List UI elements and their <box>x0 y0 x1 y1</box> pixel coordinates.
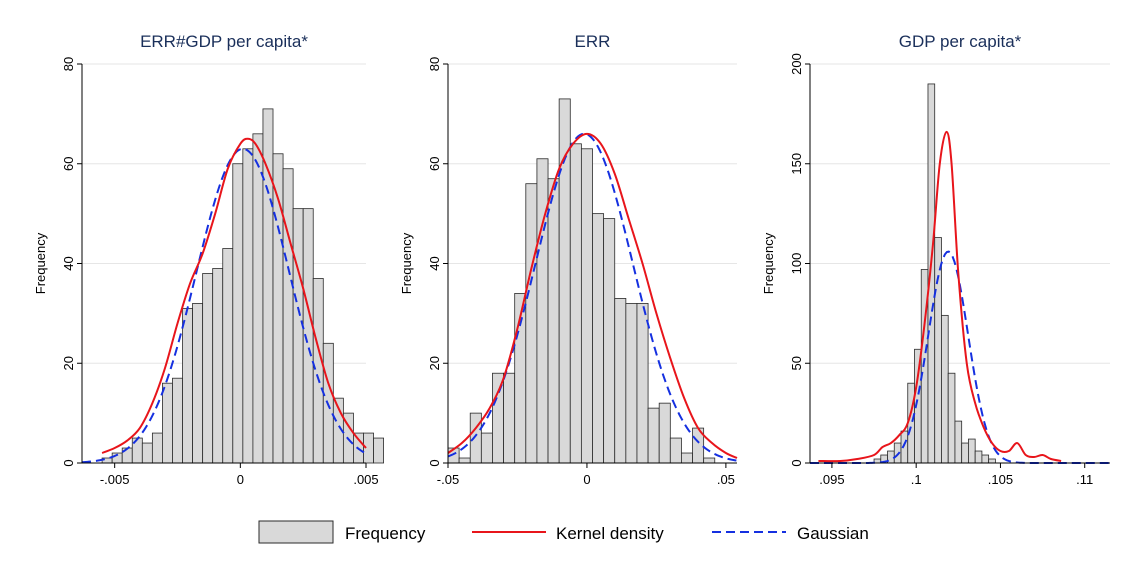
x-tick-label: .095 <box>819 472 844 487</box>
histogram-bar <box>580 148 593 464</box>
histogram-bar <box>647 407 660 464</box>
histogram-bar <box>873 458 882 464</box>
y-tick-label: 100 <box>789 253 804 275</box>
histogram-bar <box>222 248 234 464</box>
x-tick-label: -.05 <box>437 472 459 487</box>
legend-gaussian-label: Gaussian <box>797 524 869 543</box>
y-tick-label: 40 <box>61 256 76 270</box>
y-tick-label: 150 <box>789 153 804 175</box>
y-axis-label: Frequency <box>761 232 776 294</box>
x-tick-label: -.005 <box>100 472 130 487</box>
histogram-bar <box>614 298 627 464</box>
histogram-bar <box>603 218 616 464</box>
y-tick-label: 80 <box>61 57 76 71</box>
histogram-bar <box>974 450 983 464</box>
y-tick-label: 50 <box>789 356 804 370</box>
legend: Frequency Kernel density Gaussian <box>258 520 869 544</box>
y-tick-label: 0 <box>427 459 442 466</box>
x-tick-label: 0 <box>583 472 590 487</box>
kernel-density-curve <box>818 130 1062 463</box>
y-tick-label: 40 <box>427 256 442 270</box>
histogram-bar <box>558 98 571 464</box>
y-tick-label: 20 <box>427 356 442 370</box>
histogram-bar <box>961 442 969 464</box>
kernel-density-curve <box>101 137 367 454</box>
histogram-bar <box>232 163 244 464</box>
histogram-bar <box>312 278 324 464</box>
histogram-bar <box>592 213 605 464</box>
panel-1: 0 20 40 60 80 -.005 0 .005 Frequency ERR#GDP per … <box>33 32 384 487</box>
y-axis-label: Frequency <box>399 232 414 294</box>
x-tick-label: .105 <box>988 472 1013 487</box>
gaussian-curve <box>447 132 738 462</box>
histogram-bar <box>547 178 560 464</box>
legend-frequency-swatch <box>258 520 334 544</box>
histogram-bar <box>242 148 254 464</box>
histogram-bar <box>212 268 224 464</box>
histogram-bar <box>252 133 264 464</box>
histogram-bar <box>151 432 163 464</box>
histogram-bar <box>525 183 538 464</box>
histogram-bar <box>172 377 183 464</box>
y-tick-label: 80 <box>427 57 442 71</box>
histogram-bar <box>927 83 936 464</box>
histogram-bar <box>141 442 153 464</box>
histogram-bar <box>503 372 516 464</box>
histogram-bar <box>569 143 582 464</box>
histogram-bar <box>192 302 204 464</box>
histogram-bar <box>373 437 384 464</box>
histogram-bar <box>658 402 671 464</box>
legend-frequency-label: Frequency <box>345 524 426 543</box>
x-tick-label: .1 <box>911 472 922 487</box>
panel-3: 0 50 100 150 200 .095 .1 .105 .11 Frequency GDP pe… <box>761 32 1110 487</box>
histogram-bar <box>469 412 482 464</box>
kernel-density-curve <box>447 132 738 459</box>
panels: 0 20 40 60 80 -.005 0 .005 Frequency ERR#GDP per … <box>33 32 1110 487</box>
y-axis-label: Frequency <box>33 232 48 294</box>
y-tick-label: 200 <box>789 53 804 75</box>
histogram-bar <box>536 158 549 464</box>
histogram-bar <box>941 314 949 464</box>
gaussian-curve <box>81 147 367 464</box>
histogram-bar <box>162 382 173 464</box>
panel-title: ERR#GDP per capita* <box>140 32 308 51</box>
y-tick-label: 20 <box>61 356 76 370</box>
histogram-bar <box>968 438 976 464</box>
histogram-bar <box>458 457 471 464</box>
histogram-bar <box>292 208 304 464</box>
y-tick-label: 0 <box>789 459 804 466</box>
histogram-bar <box>636 302 649 464</box>
histogram-bar <box>988 458 996 464</box>
panel-title: ERR <box>575 32 611 51</box>
histogram-bar <box>681 452 693 464</box>
histogram-bar <box>480 432 493 464</box>
histogram-bar <box>182 307 193 464</box>
histogram-bar <box>947 372 956 464</box>
x-tick-label: .11 <box>1076 472 1093 487</box>
histogram-bar <box>703 457 716 464</box>
histogram-bar <box>202 273 214 464</box>
histogram-bar <box>981 454 990 464</box>
histogram-bar <box>934 237 942 464</box>
y-tick-label: 60 <box>61 157 76 171</box>
x-tick-label: 0 <box>237 472 244 487</box>
x-tick-label: .005 <box>353 472 378 487</box>
histogram-bar <box>625 302 638 464</box>
panel-2: 0 20 40 60 80 -.05 0 .05 Frequency ERR <box>399 32 738 487</box>
y-tick-label: 0 <box>61 459 76 466</box>
y-tick-label: 60 <box>427 157 442 171</box>
x-tick-label: .05 <box>717 472 735 487</box>
histogram-bar <box>954 420 963 464</box>
histogram-bar <box>669 437 682 464</box>
legend-kde-label: Kernel density <box>556 524 664 543</box>
panel-title: GDP per capita* <box>899 32 1022 51</box>
histogram-bar <box>282 168 294 464</box>
